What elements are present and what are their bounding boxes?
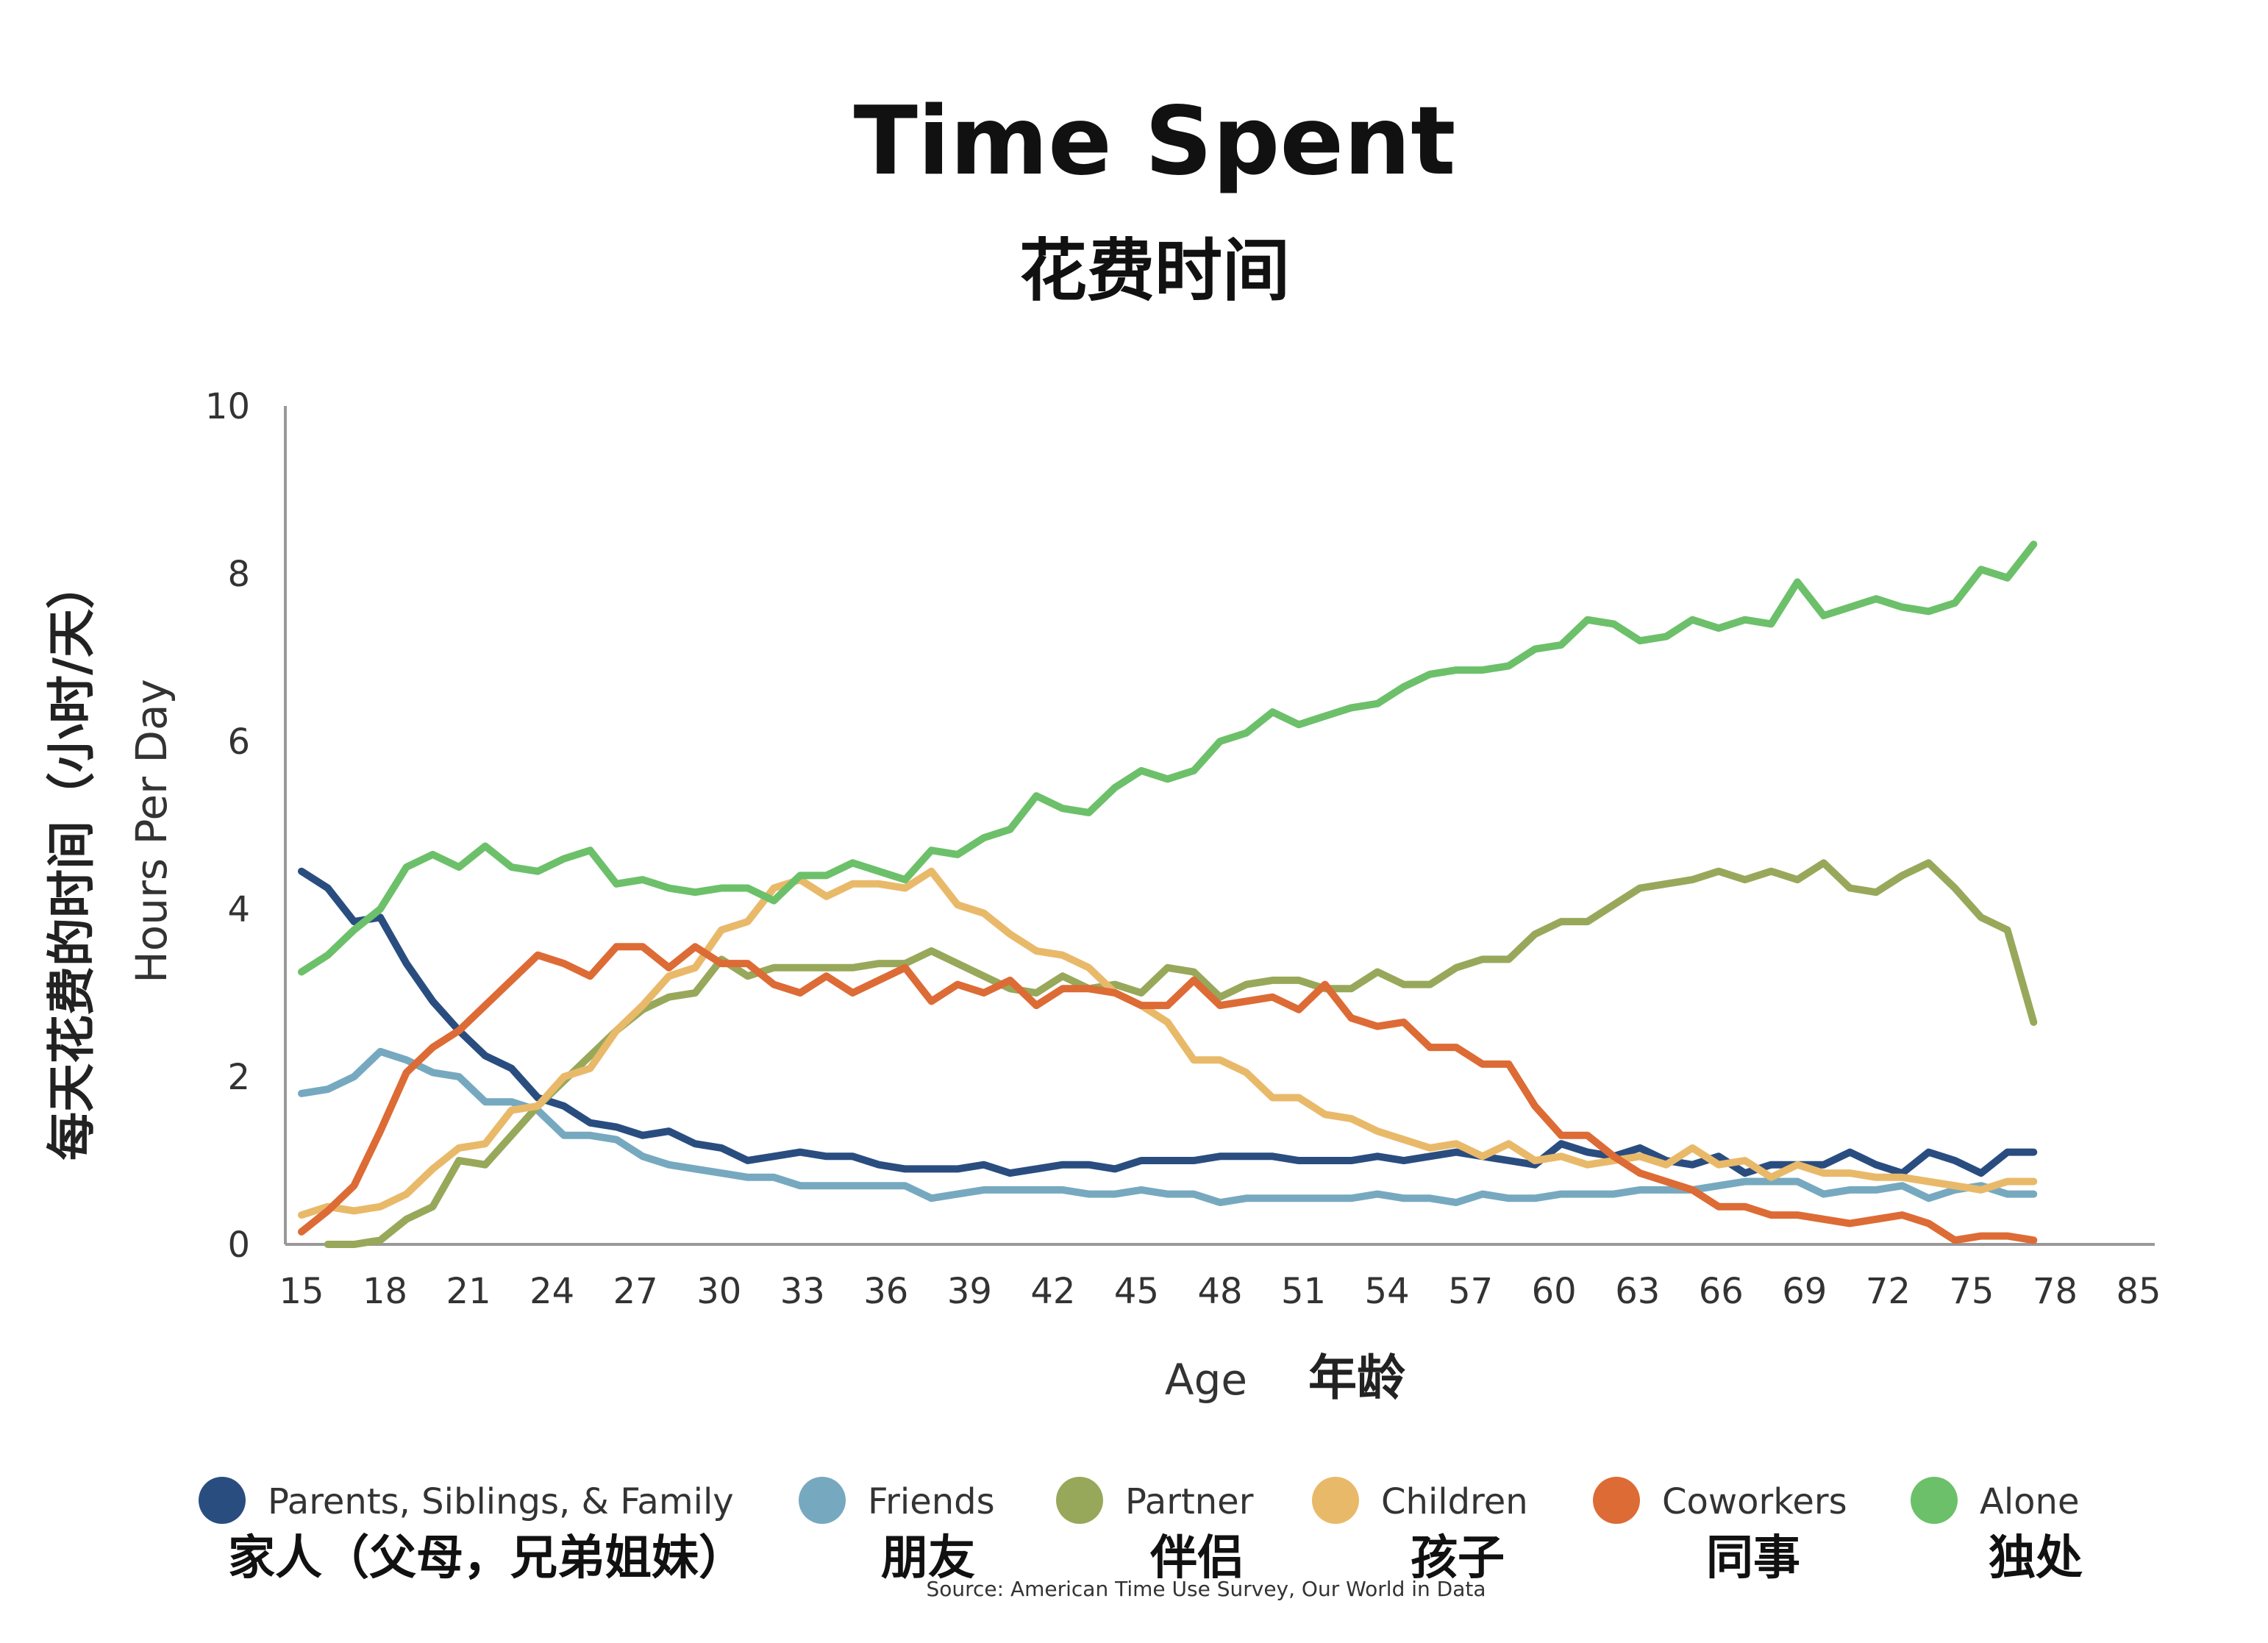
x-tick-label: 36 [863,1271,908,1312]
series-line-0 [298,867,2038,1177]
y-tick-label: 2 [227,1057,250,1098]
y-axis-label: Hours Per Day [126,679,176,983]
x-tick-label: 33 [780,1271,825,1312]
source-note: Source: American Time Use Survey, Our Wo… [926,1577,1486,1601]
legend-label-cn: 家人（父母，兄弟姐妹） [228,1530,746,1586]
legend-item: Partner 伴侣 [1056,1477,1254,1586]
chart-title: Time Spent [854,87,1456,196]
x-tick-label: 18 [363,1271,407,1312]
x-tick-label: 54 [1365,1271,1410,1312]
legend-item: Alone 独处 [1911,1477,2083,1586]
y-tick-label: 6 [227,721,250,763]
y-tick-label: 8 [227,554,250,595]
legend-label: Alone [1980,1481,2080,1522]
x-tick-label: 72 [1866,1271,1911,1312]
x-axis-label-cn: 年龄 [1308,1349,1405,1406]
x-tick-label: 42 [1030,1271,1075,1312]
x-tick-label: 21 [446,1271,491,1312]
x-tick-label: 15 [279,1271,324,1312]
x-tick-label: 48 [1197,1271,1242,1312]
x-tick-label: 69 [1782,1271,1827,1312]
legend-item: Children 孩子 [1312,1477,1528,1586]
x-tick-labels: 15 18 21 24 27 30 33 36 39 42 45 48 51 54 57 60 63 66 69 72… [279,1271,2161,1312]
x-tick-label: 57 [1448,1271,1493,1312]
legend-label-cn: 独处 [1989,1530,2083,1586]
legend-label: Children [1381,1481,1528,1522]
series-line-5 [298,541,2038,976]
x-tick-label: 63 [1615,1271,1660,1312]
x-axis-title-group: Age 年龄 [1165,1349,1405,1406]
legend-item: Coworkers 同事 [1593,1477,1847,1586]
x-tick-label: 27 [613,1271,658,1312]
legend-label: Partner [1125,1481,1254,1522]
y-tick-label: 10 [205,386,250,427]
x-tick-label: 39 [947,1271,992,1312]
legend-swatch [199,1477,246,1524]
x-tick-label: 45 [1114,1271,1159,1312]
chart-subtitle: 花费时间 [1019,231,1290,310]
legend: Parents, Siblings, & Family 家人（父母，兄弟姐妹） Fr… [199,1477,2083,1586]
legend-label: Parents, Siblings, & Family [268,1481,734,1522]
legend-label-cn: 同事 [1706,1530,1800,1586]
legend-swatch [1911,1477,1958,1524]
x-tick-label: 66 [1699,1271,1744,1312]
legend-item: Parents, Siblings, & Family 家人（父母，兄弟姐妹） [199,1477,746,1586]
legend-label: Coworkers [1662,1481,1847,1522]
x-tick-label: 85 [2116,1271,2161,1312]
x-tick-label: 60 [1532,1271,1577,1312]
x-tick-label: 24 [529,1271,574,1312]
y-tick-labels: 0 2 4 6 8 10 [205,386,250,1266]
legend-swatch [1593,1477,1640,1524]
y-tick-label: 0 [227,1225,250,1266]
x-axis-label: Age [1165,1355,1247,1405]
legend-label-cn: 伴侣 [1149,1530,1244,1586]
x-tick-label: 30 [696,1271,741,1312]
legend-swatch [1056,1477,1103,1524]
legend-swatch [799,1477,846,1524]
axes [284,406,2155,1246]
y-axis-label-cn: 每天花费的时间（小时/天） [43,560,100,1161]
x-tick-label: 75 [1949,1271,1994,1312]
legend-label-cn: 孩子 [1411,1530,1505,1586]
y-tick-label: 4 [227,889,250,930]
series-lines [298,541,2038,1248]
legend-swatch [1312,1477,1359,1524]
legend-item: Friends 朋友 [799,1477,995,1586]
x-tick-label: 51 [1281,1271,1326,1312]
y-axis-label-group: 每天花费的时间（小时/天） Hours Per Day [43,560,176,1161]
x-tick-label: 78 [2033,1271,2078,1312]
series-line-3 [298,867,2038,1219]
legend-label-cn: 朋友 [881,1530,975,1586]
series-line-4 [298,943,2038,1244]
legend-label: Friends [868,1481,995,1522]
series-line-2 [324,859,2038,1248]
series-line-1 [298,1047,2038,1206]
